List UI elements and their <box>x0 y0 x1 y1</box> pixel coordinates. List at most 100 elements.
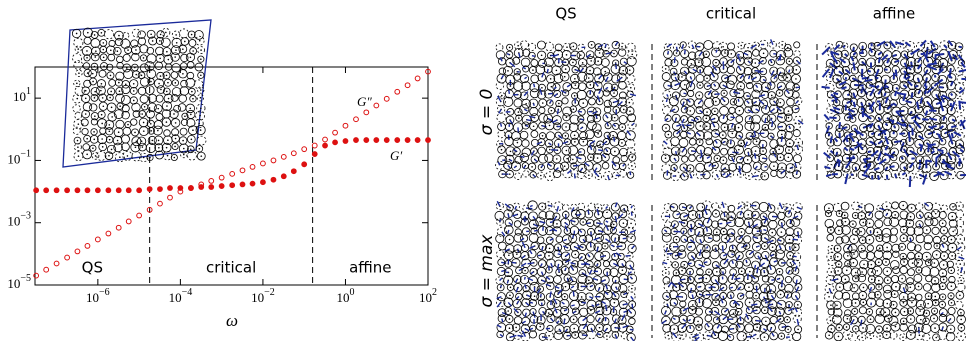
particle <box>569 105 577 113</box>
displacement <box>499 123 503 127</box>
particle <box>948 275 956 284</box>
particle-center <box>910 207 913 209</box>
particle-center <box>550 85 553 88</box>
particle <box>680 227 688 235</box>
displacement <box>953 131 962 137</box>
particle <box>694 274 704 284</box>
displacement <box>614 215 618 223</box>
displacement <box>781 280 784 287</box>
data-point <box>229 170 236 177</box>
displacement <box>698 223 705 228</box>
particle-center <box>855 230 857 233</box>
displacement <box>838 122 841 129</box>
particle <box>197 46 205 54</box>
particle <box>560 251 571 261</box>
particle-center <box>740 44 743 47</box>
particle <box>786 97 795 107</box>
particle <box>527 249 537 259</box>
displacement <box>613 252 616 258</box>
displacement <box>758 94 766 98</box>
particle-center <box>509 150 512 153</box>
data-point <box>218 174 225 181</box>
particle <box>603 225 613 235</box>
particle-center <box>705 53 708 55</box>
displacement <box>681 123 686 129</box>
displacement <box>499 333 504 338</box>
particle <box>931 89 941 99</box>
particle-center <box>94 56 97 58</box>
particle <box>662 276 671 285</box>
particle <box>939 171 949 181</box>
particle <box>603 284 612 294</box>
particle-center <box>934 295 937 298</box>
displacement <box>496 324 502 329</box>
particle <box>664 58 673 67</box>
displacement <box>895 109 905 113</box>
particle <box>834 225 844 236</box>
particle-center <box>100 113 103 116</box>
particle <box>825 65 833 74</box>
particle <box>584 209 594 219</box>
particle <box>561 132 569 140</box>
particle <box>850 267 861 278</box>
particle <box>856 227 866 237</box>
particle <box>940 204 948 212</box>
displacement <box>616 76 623 82</box>
particle <box>883 82 894 93</box>
displacement <box>532 174 537 178</box>
particle-center <box>126 155 129 157</box>
particle <box>570 203 578 212</box>
particle <box>587 202 596 212</box>
particle <box>776 168 787 179</box>
displacement <box>683 106 687 111</box>
displacement <box>618 213 624 219</box>
particle <box>891 243 901 253</box>
particle <box>617 48 627 57</box>
particle-center <box>837 270 839 272</box>
particle <box>899 265 908 275</box>
particle <box>663 203 672 211</box>
particle <box>931 202 941 213</box>
particle <box>694 307 703 316</box>
particle <box>670 164 678 172</box>
displacement <box>569 219 575 223</box>
particle-center <box>75 32 78 35</box>
displacement <box>626 130 632 136</box>
particle-center <box>574 77 576 80</box>
displacement <box>959 119 966 130</box>
particle-center <box>174 122 177 124</box>
particle <box>544 153 554 163</box>
displacement <box>596 208 600 215</box>
particle-center <box>942 278 945 281</box>
displacement <box>593 167 598 173</box>
displacement <box>788 69 791 73</box>
particle <box>751 89 761 99</box>
particle <box>889 217 900 227</box>
particle-center <box>828 334 830 337</box>
displacement <box>570 285 575 289</box>
displacement <box>796 144 799 150</box>
particle <box>873 41 882 50</box>
particle <box>841 225 851 235</box>
particle <box>568 233 578 243</box>
particle <box>568 276 578 286</box>
particle <box>685 169 695 179</box>
displacement <box>683 166 689 173</box>
particle <box>522 170 530 178</box>
particle <box>784 283 794 294</box>
particle <box>594 43 603 51</box>
displacement <box>605 284 608 290</box>
particle <box>947 299 956 307</box>
particle-center <box>788 238 791 241</box>
particle <box>890 227 899 236</box>
data-point <box>353 137 359 143</box>
displacement <box>928 130 936 136</box>
particle <box>618 274 629 285</box>
displacement <box>909 149 918 156</box>
displacement <box>682 230 685 235</box>
displacement <box>780 135 784 142</box>
displacement <box>863 123 872 129</box>
particle <box>195 125 206 136</box>
particle <box>520 251 530 261</box>
displacement <box>668 281 673 287</box>
